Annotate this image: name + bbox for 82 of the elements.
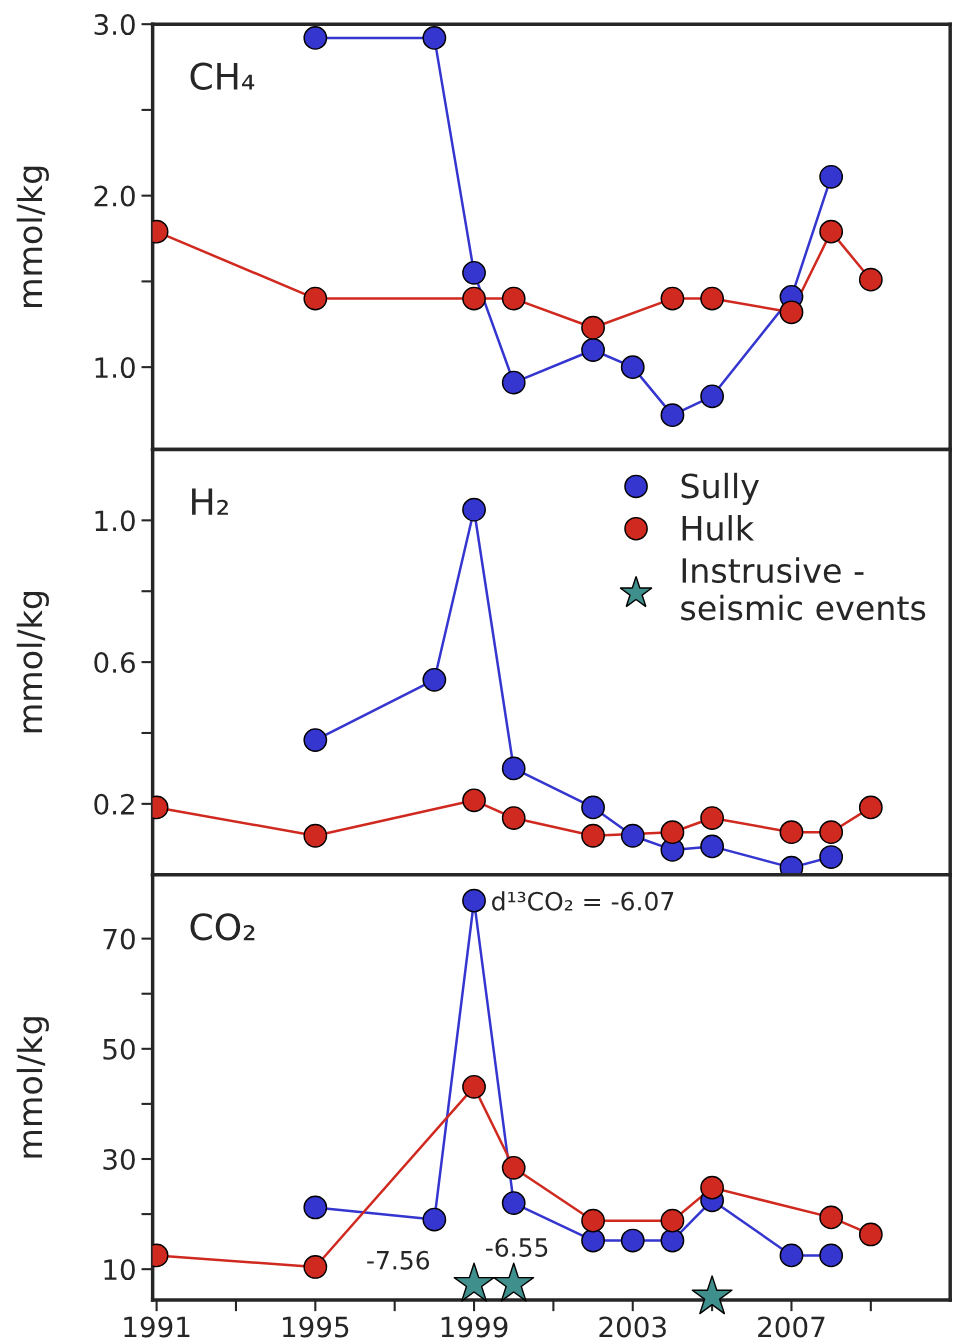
point (581, 795, 605, 820)
point (303, 286, 328, 311)
y-tick-label: 70 (103, 928, 135, 950)
y-tick-label: 30 (103, 1148, 135, 1170)
legend-label: Hulk (682, 515, 755, 541)
y-tick-label: 50 (103, 1038, 135, 1060)
point (620, 823, 645, 848)
point (660, 1208, 685, 1233)
point (660, 403, 685, 428)
x-tick-label: 1991 (124, 1316, 190, 1338)
point (581, 1208, 605, 1233)
y-axis-title: mmol/kg (16, 1017, 49, 1158)
y-axis-title: mmol/kg (16, 166, 49, 307)
point (462, 788, 486, 813)
point (303, 823, 328, 848)
point (700, 834, 725, 859)
point (462, 1074, 486, 1099)
point (620, 355, 645, 380)
legend-label: Sully (681, 472, 759, 506)
y-tick-label: 1.0 (95, 510, 135, 532)
point (581, 338, 605, 362)
point (303, 26, 328, 50)
point (501, 756, 526, 781)
text: CO₂ (190, 913, 255, 941)
point (501, 1155, 526, 1180)
y-tick-label: 0.2 (94, 793, 134, 815)
text: H₂ (192, 488, 228, 515)
point (700, 806, 725, 830)
point (453, 1262, 495, 1302)
point (660, 820, 685, 845)
annotation: -6.55 (486, 1237, 548, 1257)
point (779, 300, 804, 325)
point (462, 260, 486, 285)
point (581, 1228, 605, 1253)
y-tick-label: 1.0 (95, 357, 135, 379)
y-axis-title: mmol/kg (16, 591, 49, 733)
point (819, 164, 844, 189)
point (660, 286, 685, 311)
point (819, 820, 844, 845)
point (691, 1275, 733, 1315)
point (858, 795, 883, 820)
point (700, 1175, 725, 1200)
point (819, 1243, 844, 1268)
annotation: d¹³CO₂ = -6.07 (492, 891, 674, 911)
point (303, 1255, 328, 1279)
point (819, 219, 844, 244)
point (779, 1243, 804, 1268)
point (581, 315, 605, 340)
point (501, 370, 526, 395)
point (422, 26, 447, 50)
point (660, 1228, 685, 1253)
text: CH₄ (190, 62, 255, 90)
point (700, 384, 725, 409)
point (493, 1262, 535, 1302)
x-tick-label: 2007 (758, 1316, 825, 1338)
legend-label: Instrusive - seismic events (681, 557, 926, 621)
point (501, 286, 526, 311)
annotation: -7.56 (367, 1250, 430, 1270)
y-tick-label: 10 (104, 1259, 135, 1281)
x-tick-label: 2003 (599, 1316, 666, 1338)
point (501, 806, 526, 830)
point (620, 1228, 645, 1253)
point (501, 1191, 526, 1215)
point (779, 820, 804, 845)
x-tick-label: 1999 (441, 1316, 508, 1338)
point (462, 286, 486, 311)
point (581, 823, 605, 848)
point (819, 1205, 844, 1230)
point (422, 667, 447, 692)
y-tick-label: 0.6 (94, 652, 135, 674)
point (700, 286, 725, 311)
point (858, 267, 883, 292)
point (303, 1195, 328, 1220)
y-tick-label: 3.0 (94, 14, 135, 36)
point (462, 497, 486, 522)
x-tick-label: 1995 (283, 1316, 349, 1338)
point (422, 1207, 447, 1232)
point (858, 1222, 883, 1247)
point (462, 888, 486, 913)
point (303, 728, 328, 752)
point (819, 845, 844, 869)
y-tick-label: 2.0 (94, 185, 135, 207)
